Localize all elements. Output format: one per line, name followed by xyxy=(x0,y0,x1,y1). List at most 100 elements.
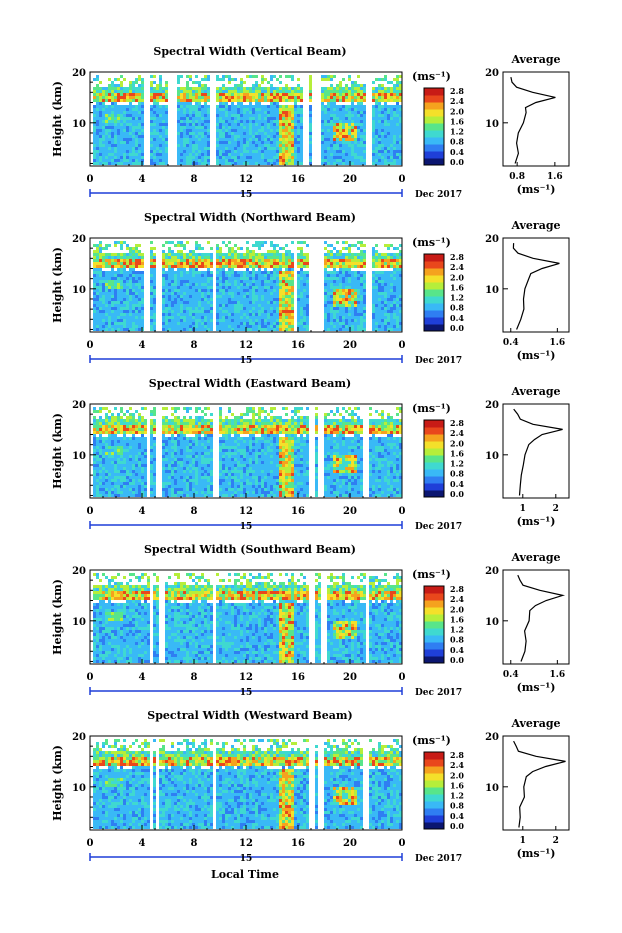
heatmap-cell xyxy=(240,286,243,289)
heatmap-cell xyxy=(141,144,144,147)
heatmap-cell xyxy=(222,141,225,144)
heatmap-cell xyxy=(180,156,183,159)
heatmap-cell xyxy=(132,316,135,319)
heatmap-cell xyxy=(327,162,330,165)
heatmap-cell xyxy=(255,307,258,310)
heatmap-cell xyxy=(372,325,375,328)
heatmap-cell xyxy=(363,99,366,102)
heatmap-cell xyxy=(354,274,357,277)
heatmap-cell xyxy=(309,99,312,102)
heatmap-cell xyxy=(339,150,342,153)
heatmap-cell xyxy=(105,313,108,316)
heatmap-cell xyxy=(270,84,273,87)
heatmap-cell xyxy=(216,132,219,135)
heatmap-cell xyxy=(360,280,363,283)
heatmap-cell xyxy=(162,93,165,96)
heatmap-cell xyxy=(348,99,351,102)
heatmap-cell xyxy=(159,144,162,147)
heatmap-cell xyxy=(177,286,180,289)
heatmap-cell xyxy=(384,319,387,322)
heatmap-cell xyxy=(132,150,135,153)
heatmap-cell xyxy=(303,304,306,307)
heatmap-cell xyxy=(123,105,126,108)
heatmap-cell xyxy=(231,262,234,265)
heatmap-cell xyxy=(270,138,273,141)
heatmap-cell xyxy=(375,96,378,99)
heatmap-cell xyxy=(195,277,198,280)
heatmap-cell xyxy=(393,117,396,120)
heatmap-cell xyxy=(195,93,198,96)
heatmap-cell xyxy=(330,262,333,265)
heatmap-cell xyxy=(162,286,165,289)
heatmap-cell xyxy=(360,120,363,123)
heatmap-cell xyxy=(354,105,357,108)
heatmap-cell xyxy=(279,99,282,102)
heatmap-cell xyxy=(387,325,390,328)
heatmap-cell xyxy=(177,102,180,105)
heatmap-cell xyxy=(195,81,198,84)
heatmap-cell xyxy=(393,247,396,250)
heatmap-cell xyxy=(99,87,102,90)
heatmap-cell xyxy=(126,307,129,310)
heatmap-cell xyxy=(222,147,225,150)
heatmap-cell xyxy=(168,277,171,280)
heatmap-cell xyxy=(255,117,258,120)
heatmap-cell xyxy=(150,265,153,268)
heatmap-cell xyxy=(333,301,336,304)
heatmap-cell xyxy=(111,304,114,307)
heatmap-cell xyxy=(246,156,249,159)
heatmap-cell xyxy=(375,319,378,322)
colorbar-segment xyxy=(424,109,444,117)
heatmap-cell xyxy=(276,301,279,304)
heatmap-cell xyxy=(102,159,105,162)
heatmap-cell xyxy=(300,156,303,159)
heatmap-cell xyxy=(300,153,303,156)
heatmap-cell xyxy=(207,135,210,138)
heatmap-cell xyxy=(348,256,351,259)
heatmap-cell xyxy=(150,304,153,307)
heatmap-cell xyxy=(159,117,162,120)
heatmap-cell xyxy=(378,307,381,310)
heatmap-cell xyxy=(246,313,249,316)
heatmap-cell xyxy=(228,256,231,259)
heatmap-cell xyxy=(153,141,156,144)
heatmap-cell xyxy=(189,126,192,129)
heatmap-cell xyxy=(339,141,342,144)
heatmap-cell xyxy=(111,286,114,289)
heatmap-cell xyxy=(393,84,396,87)
heatmap-cell xyxy=(162,277,165,280)
heatmap-cell xyxy=(219,135,222,138)
heatmap-cell xyxy=(210,319,213,322)
heatmap-cell xyxy=(384,277,387,280)
heatmap-cell xyxy=(165,241,168,244)
heatmap-cell xyxy=(276,108,279,111)
heatmap-cell xyxy=(279,120,282,123)
heatmap-cell xyxy=(177,105,180,108)
heatmap-cell xyxy=(261,289,264,292)
heatmap-cell xyxy=(93,283,96,286)
heatmap-cell xyxy=(99,144,102,147)
heatmap-cell xyxy=(291,132,294,135)
heatmap-cell xyxy=(282,262,285,265)
heatmap-cell xyxy=(192,316,195,319)
heatmap-cell xyxy=(228,319,231,322)
heatmap-cell xyxy=(234,141,237,144)
heatmap-cell xyxy=(393,316,396,319)
heatmap-cell xyxy=(309,153,312,156)
heatmap-cell xyxy=(261,301,264,304)
heatmap-cell xyxy=(351,108,354,111)
heatmap-cell xyxy=(132,138,135,141)
heatmap-cell xyxy=(93,150,96,153)
heatmap-cell xyxy=(222,304,225,307)
heatmap-cell xyxy=(93,147,96,150)
heatmap-cell xyxy=(135,274,138,277)
heatmap-cell xyxy=(363,322,366,325)
heatmap-cell xyxy=(270,262,273,265)
heatmap-cell xyxy=(120,111,123,114)
heatmap-cell xyxy=(258,144,261,147)
heatmap-cell xyxy=(237,256,240,259)
heatmap-cell xyxy=(309,132,312,135)
heatmap-cell xyxy=(267,262,270,265)
heatmap-cell xyxy=(162,310,165,313)
heatmap-cell xyxy=(240,120,243,123)
